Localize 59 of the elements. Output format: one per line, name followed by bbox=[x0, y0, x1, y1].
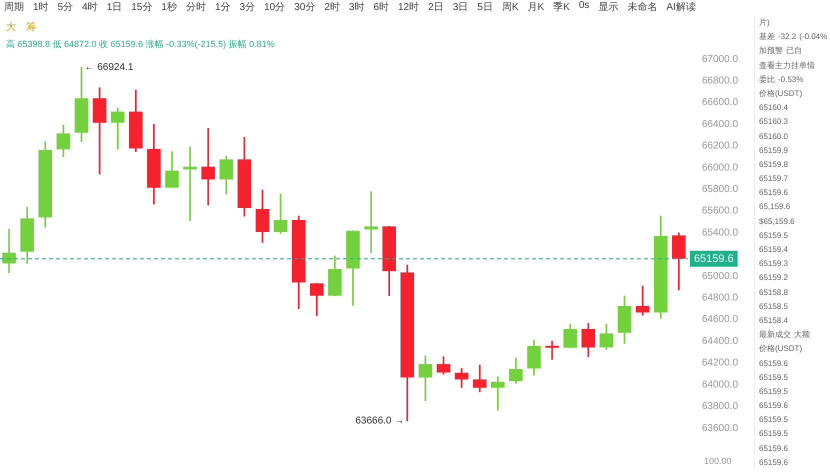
text: 周期 1时 5分 4时 1日 15分 1秒 分时 1分 3分 10分 30分 2时 3时 6时 12时 2日 3日 5日 周K 月K 季K 0s 显示 未命名 AI解读 bbox=[4, 0, 696, 13]
text: 最新成交 大额 bbox=[759, 329, 810, 342]
y-tick-label: 65800.0 bbox=[702, 184, 738, 195]
text: 65159.6 bbox=[759, 187, 788, 200]
y-tick-label: 67000.0 bbox=[702, 54, 738, 65]
text: 65158.5 bbox=[759, 300, 788, 313]
annotation: ← 66924.1 bbox=[84, 62, 134, 73]
text: 65159.6 bbox=[759, 456, 788, 469]
candlestick bbox=[2, 229, 16, 274]
text: 100.00 bbox=[704, 456, 732, 466]
text: 价格(USDT) bbox=[759, 88, 802, 100]
text: 65159.5 bbox=[759, 414, 788, 426]
text: 基差 -32.2 (-0.04% bbox=[759, 31, 828, 44]
y-tick-label: 66600.0 bbox=[702, 97, 738, 108]
text: 片) bbox=[759, 17, 770, 29]
text: 65,159.6 bbox=[759, 201, 790, 214]
text: 65159.5 bbox=[759, 230, 788, 242]
text: 65158.4 bbox=[759, 314, 788, 327]
text: 65159.7 bbox=[759, 173, 788, 186]
text: 加预警 已自 bbox=[759, 45, 802, 58]
y-tick-label: 65600.0 bbox=[702, 206, 738, 217]
y-tick-label: 66400.0 bbox=[702, 118, 738, 130]
text: 65158.8 bbox=[759, 286, 788, 299]
y-tick-label: 66000.0 bbox=[702, 162, 738, 174]
candlestick bbox=[183, 146, 197, 222]
y-tick-label: 63800.0 bbox=[702, 401, 738, 412]
y-tick-label: 64800.0 bbox=[702, 292, 738, 304]
y-tick-label: 66800.0 bbox=[702, 75, 738, 86]
text: 65159.4 bbox=[759, 244, 788, 256]
text: $65,159.6 bbox=[759, 216, 795, 228]
text: 65160.4 bbox=[759, 102, 788, 114]
text: 65159.6 bbox=[759, 400, 788, 412]
text: 65159.2 bbox=[759, 272, 788, 284]
chart-subtitle: 高 65398.8 低 64872.0 收 65159.6 涨幅 -0.33%(-215.5) 振幅 0.81% bbox=[6, 38, 275, 51]
text: 大 筹 bbox=[6, 20, 36, 34]
text: 65159.6 bbox=[759, 442, 788, 455]
y-tick-label: 63600.0 bbox=[702, 422, 738, 434]
text: 65159.5 bbox=[759, 386, 788, 398]
ref-line-label: 65159.6 bbox=[694, 252, 734, 265]
text: 价格(USDT) bbox=[759, 343, 802, 356]
text: 65159.3 bbox=[759, 258, 788, 270]
text: 65159.8 bbox=[759, 158, 788, 171]
y-tick-label: 64000.0 bbox=[702, 379, 738, 390]
y-tick-label: 65400.0 bbox=[702, 227, 738, 238]
text: 65160.0 bbox=[759, 130, 788, 142]
text: 65159.5 bbox=[759, 372, 788, 384]
text: 65159.6 bbox=[759, 358, 788, 370]
y-tick-label: 65000.0 bbox=[702, 270, 738, 282]
text: 65159.9 bbox=[759, 144, 788, 157]
text: 65160.3 bbox=[759, 116, 788, 128]
candlestick bbox=[364, 191, 378, 254]
text: 查看主力挂单情 bbox=[759, 60, 815, 72]
y-tick-label: 66200.0 bbox=[702, 140, 738, 152]
text: 委比 -0.53% bbox=[759, 74, 804, 86]
y-tick-label: 64200.0 bbox=[702, 358, 738, 369]
y-tick-label: 64400.0 bbox=[702, 336, 738, 347]
annotation: 63666.0 → bbox=[355, 416, 404, 427]
text: 65159.5 bbox=[759, 428, 788, 440]
y-tick-label: 64600.0 bbox=[702, 314, 738, 326]
